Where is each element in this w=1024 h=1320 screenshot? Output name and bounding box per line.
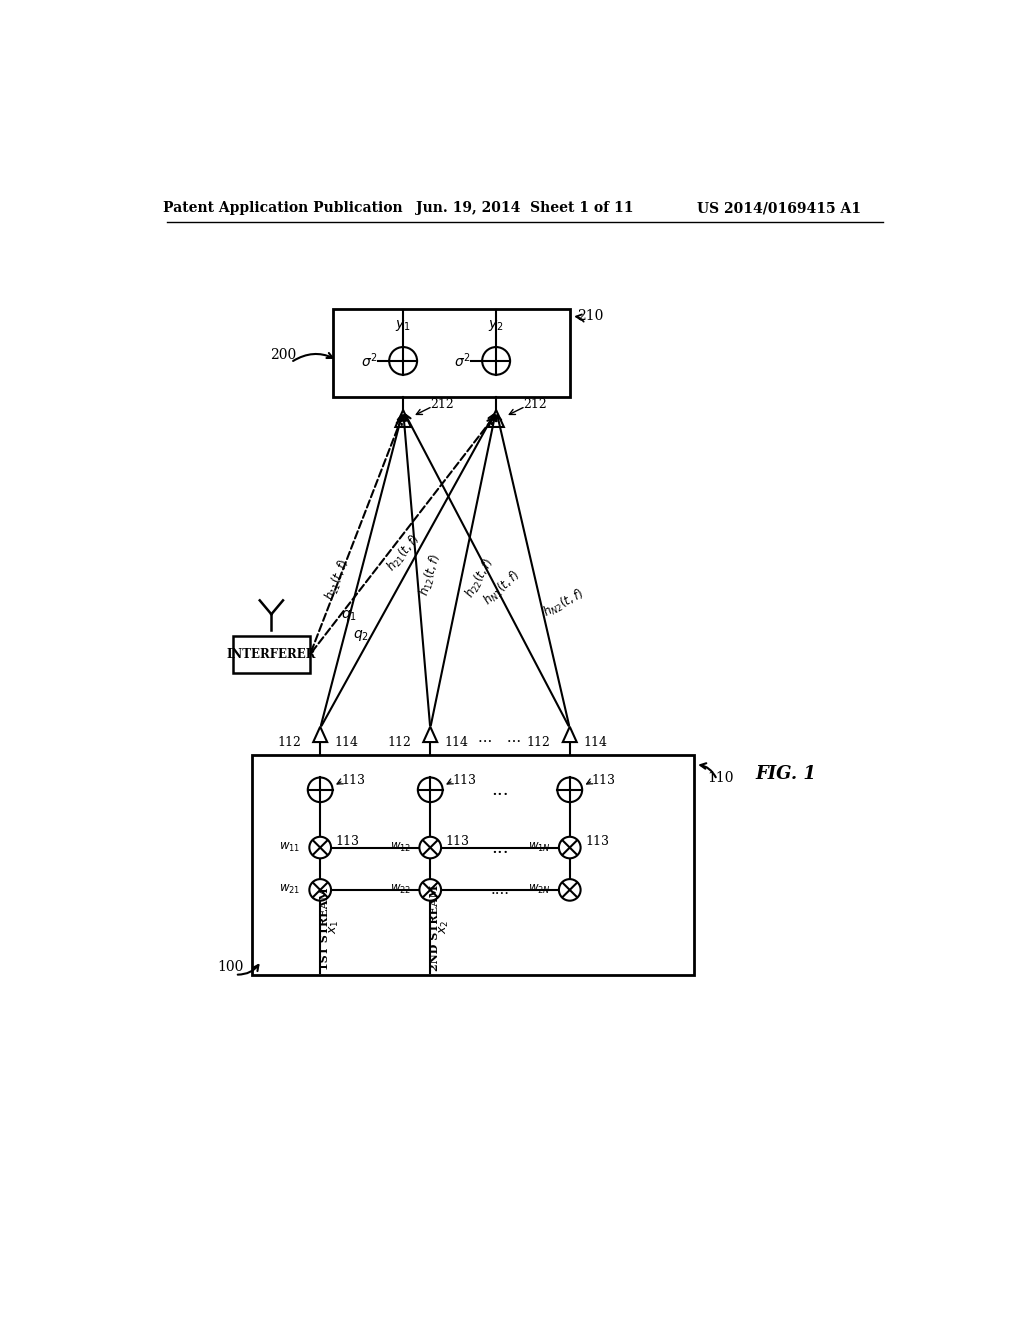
Polygon shape bbox=[395, 411, 411, 426]
Text: 200: 200 bbox=[270, 347, 296, 362]
Text: $w_{21}$: $w_{21}$ bbox=[280, 883, 301, 896]
Text: US 2014/0169415 A1: US 2014/0169415 A1 bbox=[697, 202, 861, 215]
Text: $h_{12}(t,f)$: $h_{12}(t,f)$ bbox=[416, 552, 444, 598]
Circle shape bbox=[308, 777, 333, 803]
Text: 112: 112 bbox=[526, 735, 550, 748]
Text: 114: 114 bbox=[444, 735, 468, 748]
Text: 210: 210 bbox=[578, 309, 604, 323]
Circle shape bbox=[420, 879, 441, 900]
Circle shape bbox=[557, 777, 583, 803]
Text: 212: 212 bbox=[523, 399, 547, 412]
Text: 1ST STREAM: 1ST STREAM bbox=[319, 887, 331, 970]
Text: 113: 113 bbox=[452, 774, 476, 787]
Text: ...: ... bbox=[492, 838, 509, 857]
Text: 110: 110 bbox=[708, 771, 734, 785]
Text: Jun. 19, 2014  Sheet 1 of 11: Jun. 19, 2014 Sheet 1 of 11 bbox=[416, 202, 634, 215]
Text: 2ND STREAM: 2ND STREAM bbox=[429, 886, 440, 972]
Text: Patent Application Publication: Patent Application Publication bbox=[163, 202, 402, 215]
Text: $h_{11}(t,f)$: $h_{11}(t,f)$ bbox=[323, 557, 353, 603]
Text: $h_{22}(t,f)$: $h_{22}(t,f)$ bbox=[462, 556, 498, 601]
Text: $w_{11}$: $w_{11}$ bbox=[280, 841, 301, 854]
Bar bbox=[232, 636, 310, 673]
Text: 112: 112 bbox=[387, 735, 411, 748]
Text: $h_{21}(t,f)$: $h_{21}(t,f)$ bbox=[384, 532, 424, 576]
Text: 113: 113 bbox=[336, 834, 359, 847]
Circle shape bbox=[559, 879, 581, 900]
Text: ....: .... bbox=[490, 883, 510, 896]
Text: INTERFERER: INTERFERER bbox=[226, 648, 316, 661]
Text: $h_{N2}(t,f)$: $h_{N2}(t,f)$ bbox=[541, 586, 587, 620]
Bar bbox=[334, 309, 569, 397]
Text: 113: 113 bbox=[586, 834, 609, 847]
Text: 212: 212 bbox=[430, 399, 454, 412]
Circle shape bbox=[309, 837, 331, 858]
Circle shape bbox=[418, 777, 442, 803]
Text: $y_1$: $y_1$ bbox=[395, 318, 411, 333]
Text: $w_{1N}$: $w_{1N}$ bbox=[527, 841, 550, 854]
Text: $x_1$: $x_1$ bbox=[328, 920, 341, 935]
Text: $\sigma^2$: $\sigma^2$ bbox=[360, 351, 378, 370]
Text: $h_{N1}(t,f)$: $h_{N1}(t,f)$ bbox=[480, 568, 523, 609]
Circle shape bbox=[389, 347, 417, 375]
Text: 112: 112 bbox=[276, 735, 301, 748]
Text: $x_2$: $x_2$ bbox=[437, 920, 451, 935]
Text: ...   ...: ... ... bbox=[478, 731, 521, 746]
Polygon shape bbox=[313, 726, 328, 742]
Circle shape bbox=[420, 837, 441, 858]
Text: $\sigma^2$: $\sigma^2$ bbox=[454, 351, 470, 370]
Text: 113: 113 bbox=[592, 774, 615, 787]
Text: ...: ... bbox=[492, 781, 509, 799]
Polygon shape bbox=[488, 411, 504, 426]
Circle shape bbox=[482, 347, 510, 375]
Text: 114: 114 bbox=[584, 735, 607, 748]
Bar bbox=[252, 755, 693, 974]
Circle shape bbox=[309, 879, 331, 900]
Text: FIG. 1: FIG. 1 bbox=[756, 766, 816, 783]
Text: $q_1$: $q_1$ bbox=[341, 609, 357, 623]
Polygon shape bbox=[423, 726, 437, 742]
Text: 113: 113 bbox=[342, 774, 366, 787]
Text: $w_{2N}$: $w_{2N}$ bbox=[527, 883, 550, 896]
Text: 114: 114 bbox=[334, 735, 358, 748]
Circle shape bbox=[559, 837, 581, 858]
Text: $w_{22}$: $w_{22}$ bbox=[389, 883, 411, 896]
Text: 113: 113 bbox=[445, 834, 470, 847]
Polygon shape bbox=[563, 726, 577, 742]
Text: $q_2$: $q_2$ bbox=[352, 627, 369, 643]
Text: $w_{12}$: $w_{12}$ bbox=[389, 841, 411, 854]
Text: 100: 100 bbox=[217, 960, 244, 974]
Text: $y_2$: $y_2$ bbox=[488, 318, 504, 333]
